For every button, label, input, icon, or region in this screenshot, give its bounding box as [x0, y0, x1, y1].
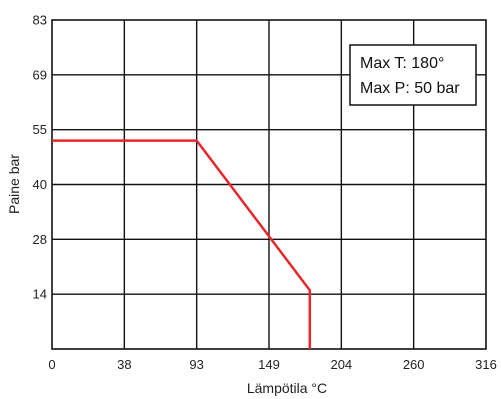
- tick-labels: 0 38 93 149 204 260 316 14 28 40 55 69 83: [33, 13, 497, 373]
- y-tick-label: 28: [33, 232, 47, 247]
- y-tick-label: 69: [33, 67, 47, 82]
- y-tick-label: 14: [33, 287, 47, 302]
- y-tick-label: 55: [33, 122, 47, 137]
- series-line: [52, 139, 312, 349]
- y-axis-label: Paine bar: [6, 154, 22, 214]
- x-tick-label: 149: [258, 357, 280, 372]
- plot-frame: [51, 19, 487, 350]
- x-tick-label: 93: [189, 357, 203, 372]
- annotation-line-1: Max T: 180°: [360, 55, 444, 72]
- x-axis-label: Lämpötila °C: [247, 380, 327, 396]
- annotation-frame: [349, 44, 477, 106]
- x-tick-label: 38: [117, 357, 131, 372]
- y-tick-label: 83: [33, 13, 47, 28]
- series: [52, 139, 312, 349]
- x-tick-label: 316: [475, 357, 497, 372]
- annotation-line-2: Max P: 50 bar: [360, 80, 460, 97]
- x-tick-label: 260: [403, 357, 425, 372]
- y-tick-label: 40: [33, 177, 47, 192]
- x-tick-label: 0: [48, 357, 55, 372]
- x-tick-label: 204: [330, 357, 352, 372]
- annotation-box: Max T: 180° Max P: 50 bar: [349, 44, 477, 106]
